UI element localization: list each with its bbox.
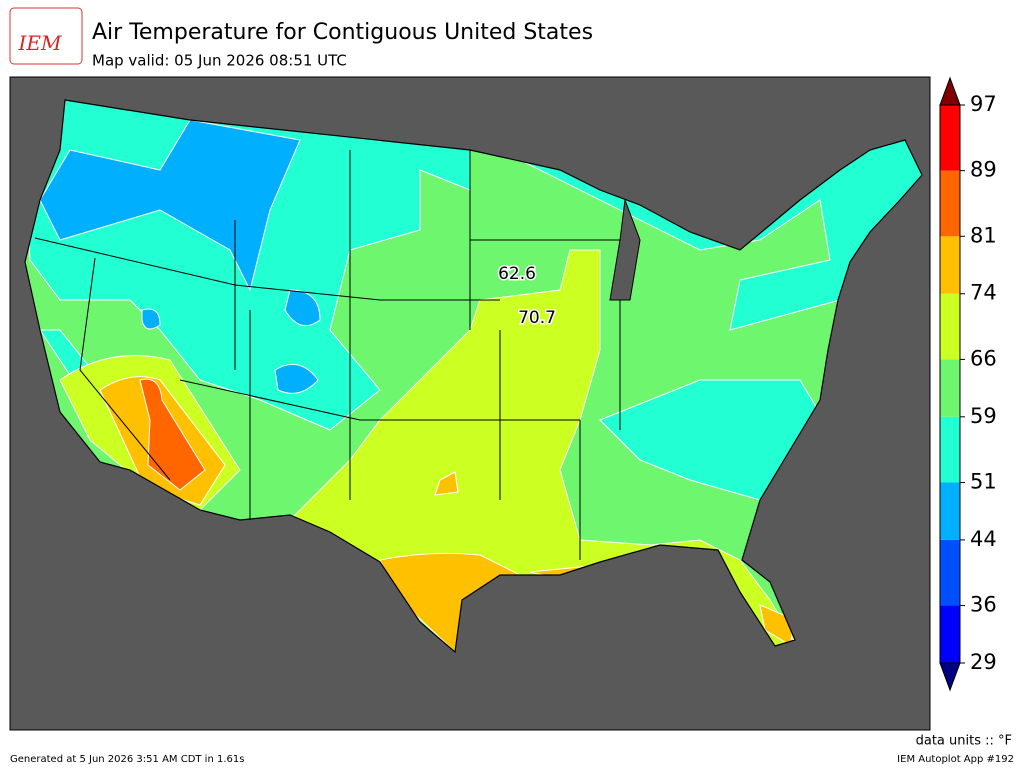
- colorbar-label: 44: [970, 527, 997, 551]
- colorbar-under: [939, 662, 961, 692]
- colorbar-bin: [940, 416, 960, 483]
- colorbar-bin: [940, 539, 960, 606]
- colorbar-frame: [939, 104, 961, 664]
- logo-text: IEM: [18, 31, 63, 55]
- generated-note: Generated at 5 Jun 2026 3:51 AM CDT in 1…: [10, 754, 244, 765]
- app-note: IEM Autoplot App #192: [897, 754, 1014, 765]
- us-outline: [24, 99, 923, 654]
- colorbar-label: 74: [970, 281, 997, 305]
- title: Air Temperature for Contiguous United St…: [92, 20, 593, 45]
- colorbar-label: 81: [970, 223, 997, 247]
- colorbar-label: 59: [970, 404, 997, 428]
- colorbar-label: 97: [970, 92, 997, 116]
- colorbar-bin: [940, 105, 960, 171]
- colorbar-label: 29: [970, 650, 997, 674]
- logo: IEM: [9, 7, 83, 65]
- subtitle: Map valid: 05 Jun 2026 08:51 UTC: [92, 52, 347, 70]
- colorbar-label: 66: [970, 346, 997, 370]
- colorbar-over: [939, 76, 961, 106]
- station-value: 70.7: [518, 308, 556, 328]
- state-lines: [34, 150, 641, 560]
- station-value: 62.6: [498, 264, 536, 284]
- units: data units :: °F: [916, 734, 1012, 749]
- colorbar-bin: [940, 359, 960, 417]
- colorbar-label: 89: [970, 158, 997, 182]
- colorbar-bin: [940, 482, 960, 540]
- colorbar-bin: [940, 236, 960, 294]
- colorbar-label: 36: [970, 593, 997, 617]
- colorbar: 29 36 44 51 59 66 74 81 89 97: [939, 76, 997, 692]
- colorbar-bin: [940, 605, 960, 663]
- colorbar-bin: [940, 170, 960, 237]
- colorbar-bin: [940, 293, 960, 360]
- colorbar-label: 51: [970, 469, 997, 493]
